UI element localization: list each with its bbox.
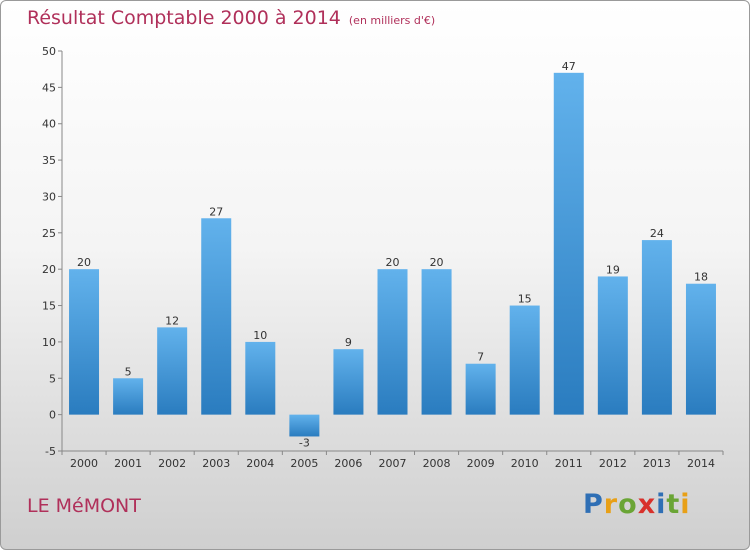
x-tick-label: 2008: [423, 457, 451, 470]
bar-2010: [509, 305, 540, 415]
bar-2001: [113, 378, 144, 415]
x-tick-label: 2000: [70, 457, 98, 470]
x-tick-label: 2009: [467, 457, 495, 470]
proxiti-logo: Proxiti: [583, 489, 691, 520]
x-tick-label: 2005: [290, 457, 318, 470]
bar-2012: [597, 276, 628, 415]
x-tick-label: 2006: [334, 457, 362, 470]
y-tick-label: 30: [42, 190, 56, 203]
x-tick-label: 2013: [643, 457, 671, 470]
value-label-2011: 47: [562, 60, 576, 73]
y-tick-label: 15: [42, 300, 56, 313]
y-tick-label: 5: [49, 372, 56, 385]
bar-2000: [69, 269, 100, 415]
value-label-2012: 19: [606, 263, 620, 276]
logo-letter: o: [618, 489, 638, 520]
value-label-2014: 18: [694, 271, 708, 284]
chart-subtitle: (en milliers d'€): [348, 14, 436, 27]
value-label-2010: 15: [518, 293, 532, 306]
value-label-2003: 27: [209, 205, 223, 218]
bar-2008: [421, 269, 452, 415]
y-tick-label: 40: [42, 118, 56, 131]
x-tick-label: 2007: [379, 457, 407, 470]
y-tick-label: 20: [42, 263, 56, 276]
bar-2011: [553, 72, 584, 415]
y-tick-label: 45: [42, 81, 56, 94]
y-tick-label: 25: [42, 227, 56, 240]
bar-2009: [465, 363, 496, 415]
bar-2004: [245, 341, 276, 415]
bar-2002: [157, 327, 188, 415]
bar-2003: [201, 218, 232, 415]
value-label-2013: 24: [650, 227, 664, 240]
x-tick-label: 2003: [202, 457, 230, 470]
chart-title: Résultat Comptable 2000 à 2014: [27, 7, 341, 29]
chart-title-block: Résultat Comptable 2000 à 2014 (en millie…: [27, 7, 435, 29]
logo-letter: i: [680, 489, 691, 520]
y-tick-label: 50: [42, 45, 56, 58]
y-tick-label: 0: [49, 409, 56, 422]
x-tick-label: 2014: [687, 457, 715, 470]
x-tick-label: 2010: [511, 457, 539, 470]
bar-2013: [641, 240, 672, 415]
value-label-2000: 20: [77, 256, 91, 269]
bar-2006: [333, 349, 364, 415]
value-label-2002: 12: [165, 314, 179, 327]
y-tick-label: 10: [42, 336, 56, 349]
value-label-2007: 20: [386, 256, 400, 269]
x-tick-label: 2012: [599, 457, 627, 470]
logo-letter: x: [637, 489, 657, 520]
bar-2014: [685, 283, 716, 415]
value-label-2005: -3: [299, 436, 310, 449]
value-label-2009: 7: [477, 351, 484, 364]
bar-2005: [289, 414, 320, 437]
value-label-2008: 20: [430, 256, 444, 269]
logo-letter: r: [603, 489, 619, 520]
x-tick-label: 2001: [114, 457, 142, 470]
value-label-2001: 5: [125, 365, 132, 378]
logo-letter: t: [666, 489, 681, 520]
y-tick-label: -5: [45, 445, 56, 458]
value-label-2004: 10: [253, 329, 267, 342]
logo-letter: i: [656, 489, 667, 520]
bar-2007: [377, 269, 408, 415]
x-tick-label: 2011: [555, 457, 583, 470]
commune-name: LE MéMONT: [27, 495, 141, 517]
x-tick-label: 2004: [246, 457, 274, 470]
value-label-2006: 9: [345, 336, 352, 349]
y-tick-label: 35: [42, 154, 56, 167]
x-tick-label: 2002: [158, 457, 186, 470]
logo-letter: P: [583, 489, 604, 520]
